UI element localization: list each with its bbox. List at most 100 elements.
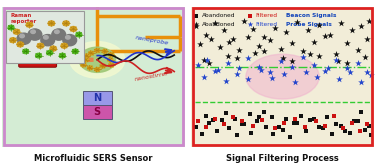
- Point: [261, 50, 267, 53]
- Text: nanoprobe: nanoprobe: [135, 35, 169, 46]
- Point: [215, 68, 222, 71]
- Point: [195, 120, 201, 123]
- Point: [338, 124, 344, 127]
- Point: [362, 56, 368, 58]
- Ellipse shape: [10, 38, 16, 43]
- Ellipse shape: [109, 52, 114, 56]
- Ellipse shape: [48, 21, 54, 26]
- Point: [287, 136, 293, 138]
- Point: [235, 49, 242, 51]
- Ellipse shape: [79, 47, 116, 72]
- Point: [210, 119, 216, 121]
- Point: [289, 60, 295, 62]
- Point: [203, 126, 209, 128]
- Point: [324, 116, 330, 119]
- Point: [254, 120, 260, 123]
- Point: [239, 120, 245, 123]
- Point: [358, 110, 364, 113]
- Point: [234, 73, 240, 75]
- Point: [197, 43, 203, 46]
- Point: [230, 116, 236, 119]
- Point: [223, 112, 229, 114]
- Point: [294, 21, 300, 23]
- Point: [283, 30, 289, 33]
- Point: [347, 71, 353, 74]
- Point: [261, 110, 267, 113]
- Point: [270, 133, 276, 135]
- Point: [364, 71, 370, 74]
- Point: [234, 134, 240, 137]
- Point: [366, 124, 372, 127]
- Point: [199, 133, 205, 135]
- Point: [283, 117, 289, 120]
- Point: [335, 60, 341, 62]
- Point: [333, 59, 339, 61]
- Ellipse shape: [83, 58, 88, 62]
- Point: [278, 47, 284, 50]
- Point: [194, 23, 200, 25]
- Point: [356, 130, 363, 133]
- Ellipse shape: [59, 53, 65, 58]
- Point: [246, 113, 253, 116]
- Point: [267, 39, 273, 41]
- Ellipse shape: [50, 46, 56, 51]
- Point: [194, 25, 200, 27]
- Point: [212, 70, 218, 72]
- Ellipse shape: [109, 63, 114, 67]
- Point: [355, 120, 361, 123]
- Point: [304, 71, 310, 74]
- Point: [320, 127, 326, 130]
- Point: [355, 61, 361, 64]
- Point: [235, 67, 242, 69]
- Point: [272, 127, 278, 130]
- Point: [367, 74, 373, 76]
- Ellipse shape: [66, 36, 70, 39]
- Point: [289, 42, 295, 44]
- Point: [302, 126, 308, 128]
- Text: Filtered: Filtered: [255, 22, 277, 27]
- Point: [221, 123, 227, 126]
- Ellipse shape: [17, 33, 31, 44]
- Ellipse shape: [43, 36, 48, 39]
- Ellipse shape: [100, 64, 105, 68]
- Point: [256, 116, 262, 119]
- Point: [225, 54, 231, 57]
- Point: [230, 37, 236, 40]
- Point: [245, 36, 251, 39]
- Point: [245, 78, 251, 81]
- Ellipse shape: [63, 35, 77, 46]
- Point: [292, 81, 298, 83]
- Point: [340, 127, 346, 130]
- Ellipse shape: [36, 53, 42, 58]
- Point: [219, 119, 225, 121]
- Point: [362, 129, 368, 131]
- Point: [276, 126, 282, 128]
- Ellipse shape: [28, 29, 42, 40]
- Point: [344, 67, 350, 69]
- Point: [311, 40, 317, 43]
- Ellipse shape: [246, 54, 319, 99]
- Point: [300, 50, 306, 53]
- Ellipse shape: [17, 42, 23, 47]
- Point: [316, 54, 322, 57]
- Text: Raman
reporter: Raman reporter: [10, 13, 36, 24]
- Point: [221, 29, 227, 32]
- Bar: [82, 91, 112, 105]
- Point: [336, 78, 342, 81]
- Point: [325, 67, 332, 69]
- Ellipse shape: [26, 22, 33, 27]
- Point: [291, 122, 297, 124]
- Ellipse shape: [108, 58, 113, 62]
- Point: [292, 117, 298, 120]
- Ellipse shape: [84, 54, 90, 58]
- Point: [246, 23, 253, 25]
- Ellipse shape: [8, 25, 14, 30]
- Point: [217, 46, 223, 48]
- Point: [313, 120, 319, 123]
- Bar: [6, 11, 84, 63]
- Point: [351, 120, 357, 123]
- Point: [257, 68, 263, 71]
- Point: [305, 29, 311, 32]
- Point: [347, 131, 353, 134]
- Ellipse shape: [52, 29, 66, 40]
